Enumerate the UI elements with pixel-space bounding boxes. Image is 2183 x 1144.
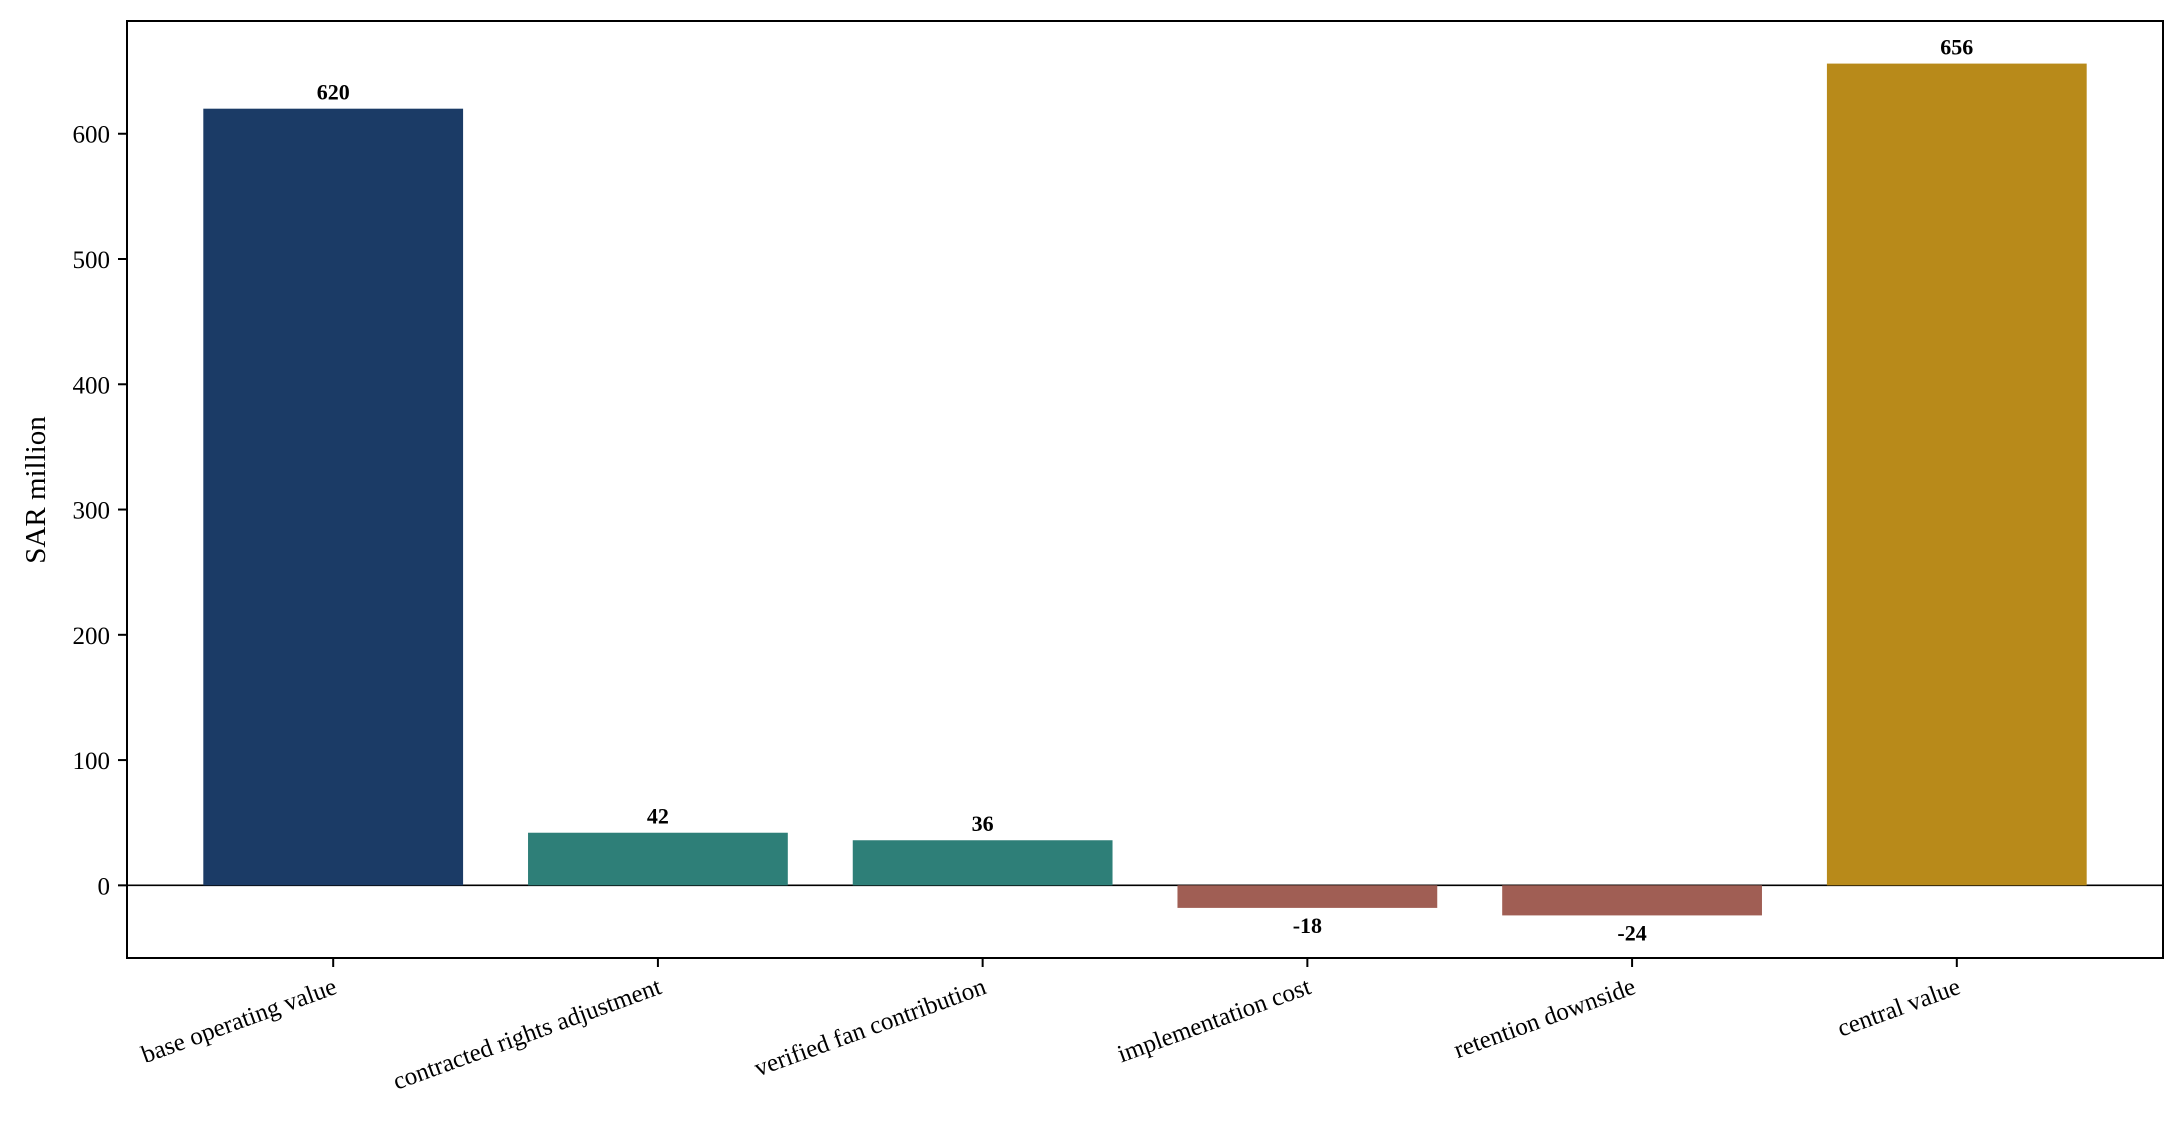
y-axis: 0 100 200 300 400 500 600 bbox=[73, 122, 127, 900]
plot-frame bbox=[126, 20, 2164, 959]
bars bbox=[203, 63, 2087, 916]
bar-retention-downside bbox=[1502, 885, 1762, 916]
bar-verified-fan-contribution bbox=[852, 840, 1113, 886]
bar-value-label: -24 bbox=[1617, 920, 1646, 945]
bar-value-label: -18 bbox=[1293, 913, 1322, 938]
x-tick-label: verified fan contribution bbox=[751, 973, 990, 1082]
y-tick-label: 400 bbox=[73, 372, 111, 399]
bar-value-label: 620 bbox=[317, 80, 350, 105]
x-tick-label: contracted rights adjustment bbox=[390, 973, 665, 1095]
y-tick-label: 0 bbox=[98, 873, 111, 900]
bar-value-label: 656 bbox=[1940, 35, 1973, 60]
bar-value-label: 42 bbox=[647, 804, 669, 829]
plot-area bbox=[126, 20, 2164, 959]
bar-base-operating-value bbox=[203, 108, 464, 886]
x-tick-label: base operating value bbox=[138, 973, 340, 1069]
y-tick-label: 200 bbox=[73, 623, 111, 650]
y-tick-label: 600 bbox=[73, 122, 111, 149]
x-tick-label: central value bbox=[1834, 973, 1964, 1042]
bar-value-labels: 620 42 36 -18 -24 656 bbox=[317, 35, 1974, 946]
bar-value-label: 36 bbox=[972, 811, 994, 836]
bar-contracted-rights-adjustment bbox=[528, 832, 788, 886]
x-axis: base operating value contracted rights ad… bbox=[138, 958, 1964, 1096]
x-tick-label: implementation cost bbox=[1114, 973, 1314, 1068]
y-axis-label: SAR million bbox=[20, 416, 52, 564]
y-tick-label: 100 bbox=[73, 748, 111, 775]
bar-implementation-cost bbox=[1177, 885, 1438, 908]
bar-central-value bbox=[1826, 63, 2087, 886]
y-tick-label: 300 bbox=[73, 498, 111, 525]
x-tick-label: retention downside bbox=[1450, 973, 1639, 1064]
y-tick-label: 500 bbox=[73, 247, 111, 274]
